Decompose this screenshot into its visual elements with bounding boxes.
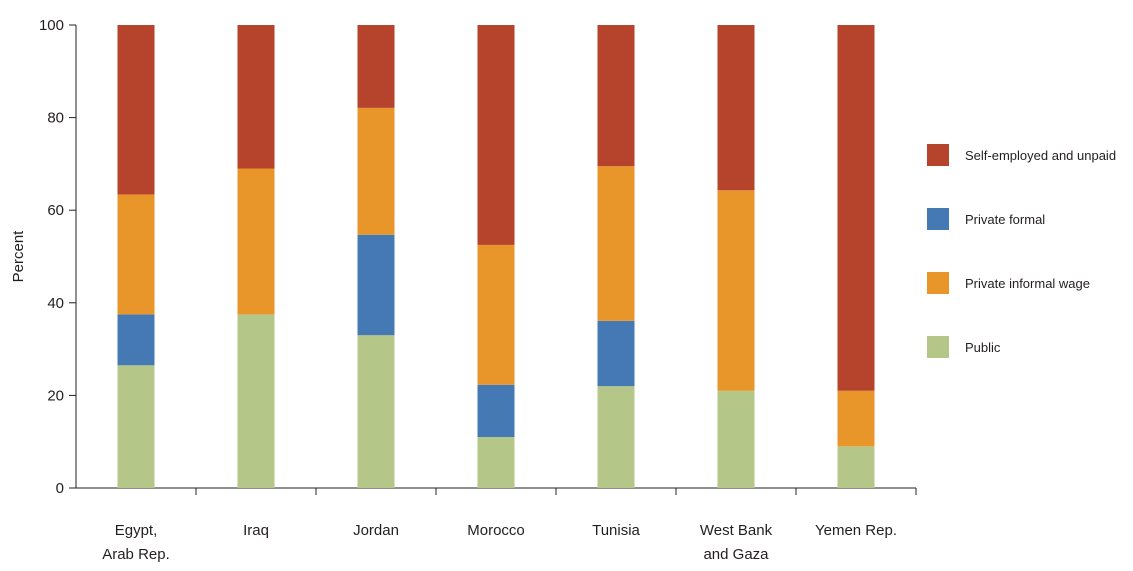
bar-segment: [117, 314, 155, 366]
bar-segment: [117, 194, 155, 315]
legend-swatch: [927, 208, 949, 230]
y-tick-label: 20: [47, 387, 64, 404]
x-tick-label: West Bank and Gaza: [700, 522, 773, 563]
bar-segment: [357, 234, 395, 336]
bar-segment: [357, 25, 395, 108]
bars: [117, 25, 875, 488]
bar-segment: [357, 335, 395, 488]
y-tick-label: 0: [56, 480, 64, 497]
bar-segment: [717, 190, 755, 391]
legend-swatch: [927, 272, 949, 294]
bar-segment: [237, 314, 275, 488]
y-tick-label: 100: [39, 17, 64, 34]
y-tick-label: 80: [47, 110, 64, 127]
bar-segment: [597, 166, 635, 321]
bar-segment: [837, 25, 875, 391]
x-tick-label: Morocco: [467, 522, 525, 539]
y-tick-label: 60: [47, 202, 64, 219]
bar-segment: [597, 386, 635, 488]
x-tick-label: Yemen Rep.: [815, 522, 897, 539]
bar-segment: [117, 25, 155, 195]
legend-label: Private formal: [965, 212, 1045, 227]
bar-segment: [477, 25, 515, 245]
bar-segment: [117, 365, 155, 488]
axes: 0 20 40 60 80 100: [39, 17, 917, 497]
legend-swatch: [927, 144, 949, 166]
bar-segment: [477, 437, 515, 488]
bar-segment: [837, 390, 875, 447]
bar-segment: [477, 244, 515, 385]
x-tick-label: Iraq: [243, 522, 269, 539]
x-tick-label: Egypt, Arab Rep.: [102, 522, 170, 563]
x-tick-label: Jordan: [353, 522, 399, 539]
legend: Self-employed and unpaid Private formal Pr…: [927, 144, 1116, 358]
bar-segment: [477, 384, 515, 438]
bar-segment: [837, 446, 875, 488]
bar-segment: [717, 25, 755, 191]
bar-segment: [237, 168, 275, 315]
x-tick-label: Tunisia: [592, 522, 640, 539]
bar-segment: [357, 107, 395, 235]
bar-segment: [597, 25, 635, 167]
legend-label: Private informal wage: [965, 276, 1090, 291]
legend-label: Public: [965, 340, 1001, 355]
legend-swatch: [927, 336, 949, 358]
bar-segment: [597, 320, 635, 387]
legend-label: Self-employed and unpaid: [965, 148, 1116, 163]
y-axis-title: Percent: [10, 230, 27, 283]
labels: Percent Egypt, Arab Rep. Iraq Jordan Morocco T…: [10, 230, 897, 563]
bar-segment: [237, 25, 275, 169]
bar-segment: [717, 390, 755, 488]
y-tick-label: 40: [47, 295, 64, 312]
